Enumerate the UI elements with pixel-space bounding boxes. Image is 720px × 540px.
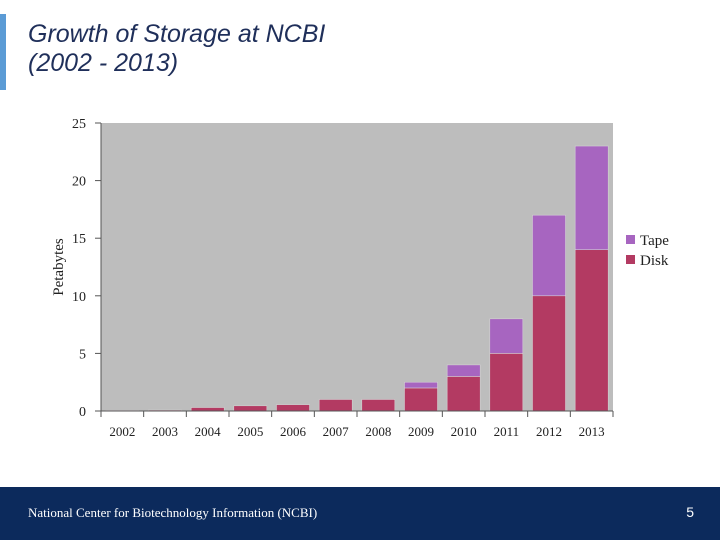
x-tick-label: 2010 — [451, 424, 477, 439]
bar-tape-2011 — [489, 318, 524, 354]
bar-disk-2007 — [318, 399, 353, 412]
bar-tape-2013 — [574, 145, 609, 250]
x-tick-label: 2007 — [323, 424, 350, 439]
y-tick-label: 0 — [79, 405, 86, 420]
legend-swatch-disk — [626, 255, 635, 264]
y-tick-label: 10 — [72, 290, 86, 305]
x-tick-label: 2008 — [365, 424, 391, 439]
x-tick-label: 2013 — [579, 424, 605, 439]
bar-disk-2009 — [404, 387, 438, 412]
y-tick-label: 20 — [72, 175, 86, 190]
x-tick-label: 2009 — [408, 424, 434, 439]
x-tick-label: 2012 — [536, 424, 562, 439]
y-tick-label: 25 — [72, 117, 86, 132]
legend: Tape Disk — [626, 233, 669, 269]
slide-title-line-1: Growth of Storage at NCBI — [28, 20, 326, 48]
x-tick-label: 2011 — [494, 424, 520, 439]
x-tick-label: 2004 — [195, 424, 222, 439]
bar-disk-2005 — [233, 405, 268, 412]
bar-disk-2008 — [361, 399, 396, 412]
bar-tape-2012 — [532, 214, 566, 297]
slide-title: Growth of Storage at NCBI (2002 - 2013) — [28, 20, 325, 78]
y-axis-label: Petabytes — [51, 238, 67, 296]
bar-disk-2006 — [276, 404, 310, 412]
y-tick-label: 15 — [72, 232, 86, 247]
slide-title-line-2: (2002 - 2013) — [28, 49, 179, 77]
bar-disk-2013 — [574, 249, 609, 412]
bar-tape-2009 — [404, 381, 438, 389]
bar-disk-2004 — [190, 407, 225, 412]
x-tick-label: 2005 — [237, 424, 263, 439]
legend-label-tape: Tape — [640, 233, 669, 249]
footer-bar: National Center for Biotechnology Inform… — [0, 487, 720, 540]
bar-tape-2010 — [446, 364, 481, 377]
plot-area — [101, 123, 613, 411]
title-accent-bar — [0, 14, 6, 90]
bar-disk-2012 — [532, 295, 566, 412]
x-tick-label: 2002 — [109, 424, 135, 439]
bar-disk-2011 — [489, 353, 524, 412]
page-number: 5 — [686, 504, 694, 520]
bar-disk-2010 — [446, 376, 481, 412]
legend-label-disk: Disk — [640, 253, 669, 269]
y-tick-label: 5 — [79, 347, 86, 362]
x-tick-label: 2006 — [280, 424, 307, 439]
storage-bar-chart: 0 5 10 15 20 25 2002 2003 2004 2005 2006 2007 2008 2… — [51, 117, 669, 439]
footer-text: National Center for Biotechnology Inform… — [28, 505, 318, 520]
x-tick-label: 2003 — [152, 424, 178, 439]
legend-swatch-tape — [626, 235, 635, 244]
